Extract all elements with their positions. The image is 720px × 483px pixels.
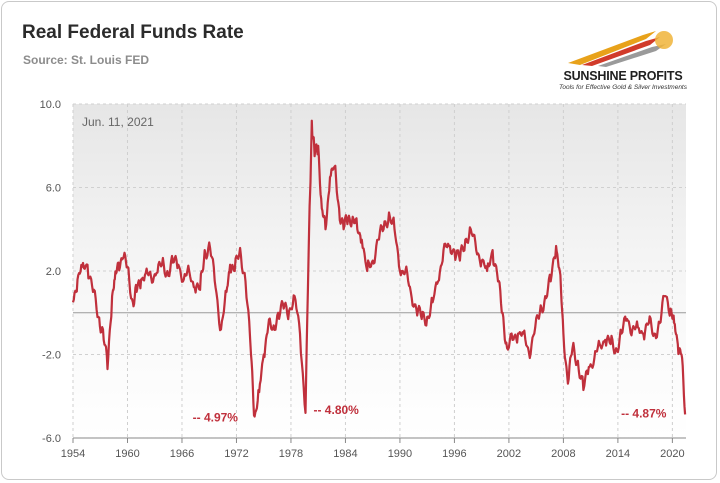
annotation-label: -- 4.87%	[621, 406, 667, 420]
sunshine-profits-logo: SUNSHINE PROFITS Tools for Effective Gol…	[548, 25, 698, 95]
logo-tagline: Tools for Effective Gold & Silver Invest…	[558, 84, 687, 91]
series-line-real-fed-funds	[71, 119, 687, 418]
x-tick-label: 1978	[279, 448, 303, 460]
x-tick-label: 1972	[224, 448, 248, 460]
y-tick-label: -2.0	[42, 350, 61, 362]
annotation-label: -- 4.97%	[193, 410, 239, 424]
date-label: Jun. 11, 2021	[82, 115, 154, 129]
chart-source: Source: St. Louis FED	[23, 53, 150, 67]
x-tick-label: 1996	[442, 448, 466, 460]
x-tick-label: 1960	[115, 448, 139, 460]
chart-title: Real Federal Funds Rate	[22, 22, 244, 43]
logo-name: SUNSHINE PROFITS	[563, 69, 683, 83]
x-tick-label: 1990	[388, 448, 412, 460]
y-tick-label: 6.0	[46, 183, 61, 195]
x-tick-label: 2002	[497, 448, 521, 460]
annotation-label: -- 4.80%	[313, 403, 359, 417]
x-tick-label: 1984	[333, 448, 357, 460]
sun-swoosh-icon	[568, 31, 673, 67]
x-tick-label: 2020	[660, 448, 684, 460]
x-tick-label: 2008	[551, 448, 575, 460]
x-tick-label: 2014	[606, 448, 630, 460]
x-tick-label: 1966	[170, 448, 194, 460]
x-axis: 1954 1960 1966 1972 1978 1984 1990 1996 2002 2008…	[61, 438, 685, 460]
y-axis: 10.0 6.0 2.0 -2.0 -6.0	[40, 99, 61, 445]
y-tick-label: 2.0	[46, 266, 61, 278]
x-tick-label: 1954	[61, 448, 85, 460]
y-tick-label: -6.0	[42, 433, 61, 445]
annotations: -- 4.97% -- 4.80% -- 4.87%	[193, 403, 667, 425]
y-tick-label: 10.0	[40, 99, 61, 111]
